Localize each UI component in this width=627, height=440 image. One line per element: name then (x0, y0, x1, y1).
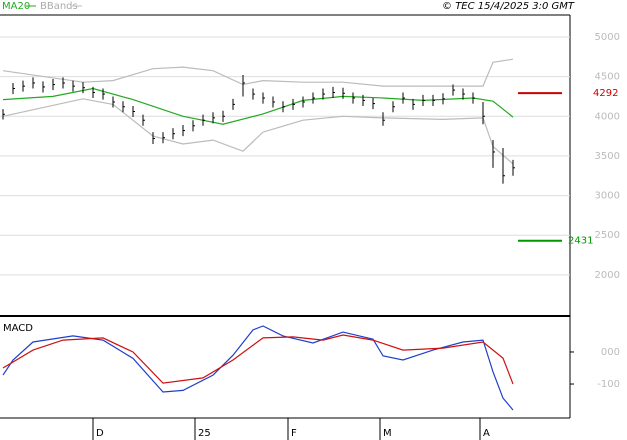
y-tick-label: 000 (601, 347, 620, 358)
y-tick-label: 4500 (595, 72, 620, 83)
y-tick-label: 2000 (595, 270, 620, 281)
level-label: 2431 (568, 236, 593, 247)
x-tick-label: M (383, 428, 392, 439)
panel-title: MACD (3, 323, 33, 334)
y-tick-label: 2500 (595, 230, 620, 241)
y-tick-label: -100 (597, 379, 620, 390)
legend-ma: MA20 (2, 1, 30, 12)
x-tick-label: 25 (198, 428, 211, 439)
overlay-line (2, 58, 514, 87)
series-line (2, 334, 514, 385)
x-tick-label: A (483, 428, 490, 439)
y-tick-label: 3000 (595, 191, 620, 202)
y-tick-label: 5000 (595, 32, 620, 43)
overlay-line (2, 98, 514, 165)
level-label: 4292 (593, 88, 618, 99)
y-tick-label: 4000 (595, 111, 620, 122)
x-tick-label: D (96, 428, 104, 439)
legend-bb: BBands (40, 1, 78, 12)
stamp: © TEC 15/4/2025 3:0 GMT (442, 1, 575, 12)
y-tick-label: 3500 (595, 151, 620, 162)
x-tick-label: F (291, 428, 297, 439)
series-line (2, 325, 514, 411)
